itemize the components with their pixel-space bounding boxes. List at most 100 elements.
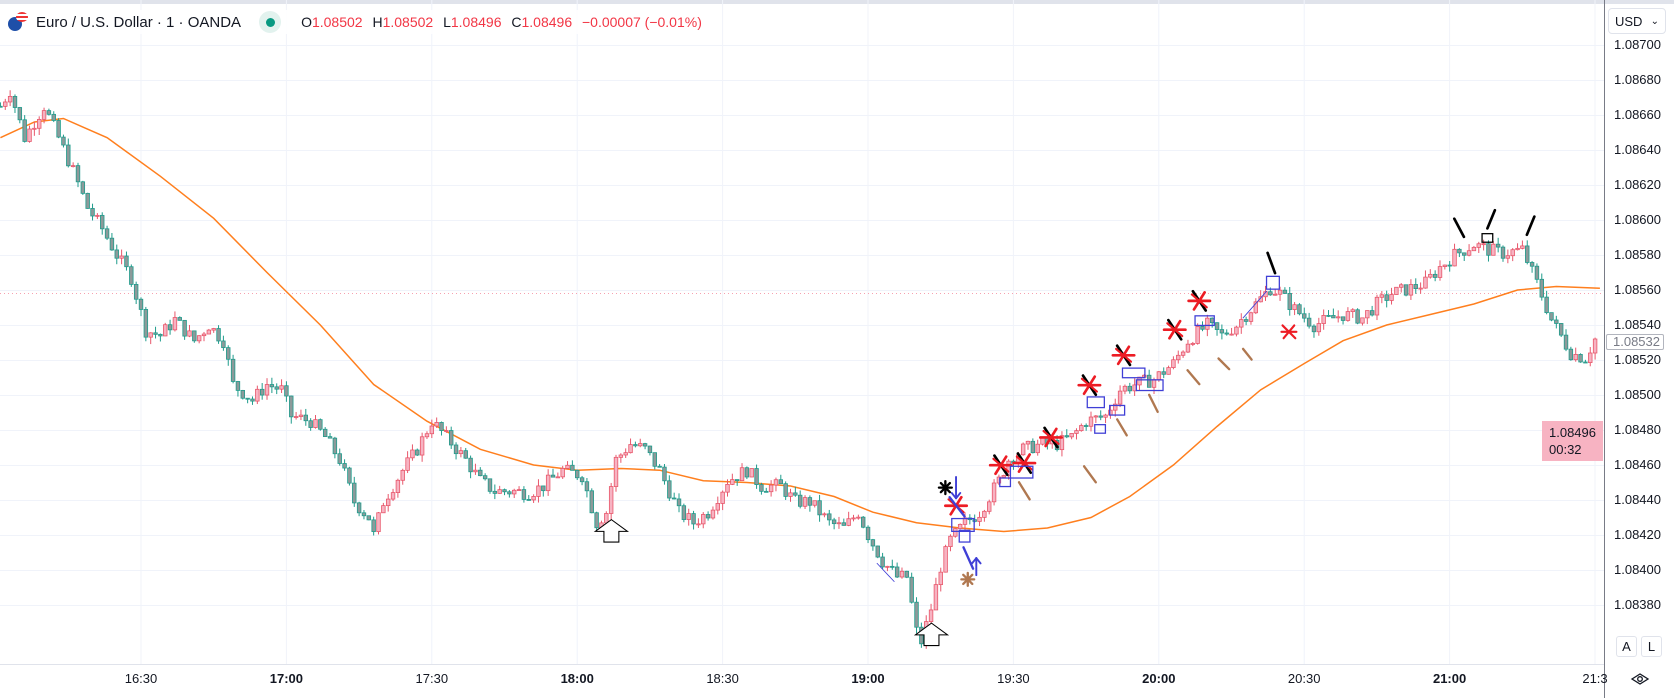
candle [1525, 240, 1530, 265]
candle-body [725, 483, 730, 493]
candle-body [633, 444, 638, 447]
currency-select[interactable]: USD ⌄ [1608, 8, 1666, 34]
candle [1558, 322, 1564, 338]
chart-canvas[interactable] [0, 0, 1604, 664]
candle-body [429, 425, 435, 435]
candle [584, 478, 590, 498]
candle-body [628, 444, 633, 454]
candle-body [449, 430, 454, 446]
candle [948, 534, 953, 552]
candle-body [1122, 385, 1128, 392]
candle [652, 452, 657, 470]
candle [51, 111, 56, 123]
candle-body [167, 324, 173, 331]
candle [308, 418, 313, 431]
candle-body [1219, 329, 1225, 334]
star-drawing-stroke [992, 457, 1010, 473]
candle-body [1573, 354, 1578, 361]
candle [1355, 308, 1360, 325]
asterisk-drawing-stroke [962, 573, 974, 586]
candle-body [1306, 317, 1312, 327]
hollow-arrow-up-icon [593, 518, 630, 543]
candle [1534, 263, 1540, 284]
candle-body [1103, 414, 1108, 418]
symbol-title[interactable]: Euro / U.S. Dollar · 1 · OANDA [36, 13, 242, 31]
candle-body [521, 489, 527, 500]
candle [235, 380, 241, 397]
candle-body [1331, 315, 1336, 319]
top-border [0, 0, 1674, 4]
candle-body [1437, 266, 1443, 278]
rectangle-drawing [1109, 404, 1126, 416]
candle [1258, 290, 1263, 303]
candle [880, 552, 885, 570]
candle [759, 482, 764, 495]
drawings[interactable] [593, 208, 1536, 647]
candle [807, 495, 813, 512]
candle-body [1311, 325, 1317, 333]
candle-body [1214, 322, 1220, 330]
candle-body [347, 467, 352, 484]
candle-body [822, 513, 827, 516]
eye-settings-icon[interactable] [1629, 670, 1651, 688]
price-tick-label: 1.08420 [1614, 527, 1661, 542]
candle-body [1583, 361, 1588, 364]
black-line-drawing [1525, 215, 1536, 237]
auto-scale-button[interactable]: A [1616, 636, 1637, 657]
candle [138, 297, 144, 317]
candle [647, 445, 653, 456]
candle [1505, 249, 1511, 264]
candle [1428, 269, 1433, 279]
candle [269, 377, 275, 394]
open-label: O [301, 14, 312, 30]
candle-body [560, 468, 565, 478]
candle [1035, 439, 1040, 456]
candle-body [1030, 440, 1036, 454]
candle-body [550, 474, 556, 478]
candle [1452, 243, 1457, 267]
candle-body [352, 482, 357, 504]
candle-body [1399, 284, 1404, 288]
candle-body [1209, 317, 1215, 324]
candle-body [366, 515, 372, 521]
candle-body [104, 228, 110, 239]
candle [468, 455, 473, 479]
candle [817, 494, 822, 522]
candle-body [1379, 294, 1385, 298]
candle-body [846, 518, 851, 526]
candle-body [206, 329, 212, 335]
candle [279, 379, 284, 393]
candle [327, 433, 333, 439]
candle [618, 453, 624, 463]
candle-body [914, 601, 919, 628]
candle-body [1239, 319, 1244, 328]
price-tick-label: 1.08540 [1614, 317, 1661, 332]
candle [37, 116, 42, 135]
gridline-horizontal [0, 465, 1604, 466]
candle-body [943, 546, 948, 573]
candle-body [32, 127, 37, 130]
candle [478, 467, 483, 477]
candle-body [1166, 367, 1171, 375]
candle [201, 331, 207, 342]
candle [1113, 398, 1118, 417]
candle [502, 488, 507, 496]
candle-body [749, 468, 754, 478]
log-scale-button[interactable]: L [1641, 636, 1662, 657]
candle [1583, 359, 1588, 364]
candle [230, 354, 236, 384]
candle-body [987, 501, 992, 512]
candle-body [201, 333, 207, 337]
candle [259, 383, 265, 400]
gridline-horizontal [0, 430, 1604, 431]
candle-body [1321, 315, 1326, 324]
candle [1549, 312, 1554, 322]
candle [594, 511, 599, 531]
time-tick-label: 17:00 [269, 671, 304, 686]
candle-body [289, 395, 294, 418]
candle-body [482, 475, 488, 480]
candle [1302, 307, 1307, 323]
candle [536, 479, 541, 503]
candle [95, 213, 100, 220]
candle [676, 493, 682, 513]
